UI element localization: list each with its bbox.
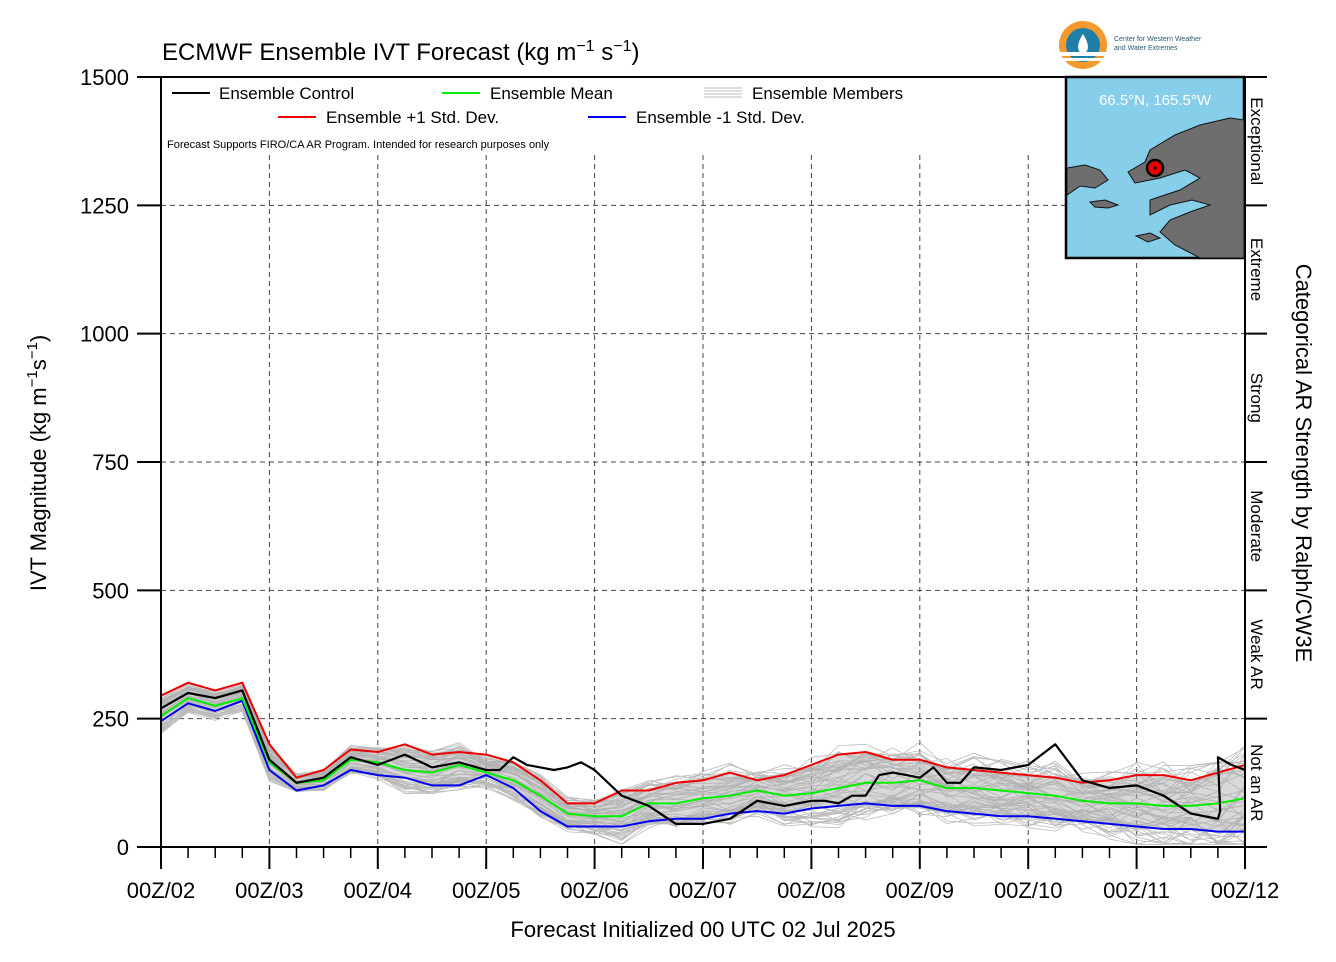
legend-plus-std-label: Ensemble +1 Std. Dev. [326,108,499,127]
series-lines [160,681,1246,833]
y-tick-label: 1000 [80,322,129,347]
x-tick-label: 00Z/09 [886,878,955,903]
map-island-1 [1088,199,1120,209]
x-tick-label: 00Z/12 [1211,878,1280,903]
ensemble-spread [161,682,1245,832]
y-tick-label: 1250 [80,193,129,218]
x-tick-label: 00Z/04 [344,878,413,903]
logo-text-line1: Center for Western Weather [1114,36,1202,43]
chart-title: ECMWF Ensemble IVT Forecast (kg m−1 s−1) [162,38,639,66]
minus-std-line [160,699,1245,833]
category-label: Weak AR [1247,619,1266,690]
inset-map-coordinates: 66.5°N, 165.5°W [1099,92,1212,109]
ensemble-member-line [160,687,1246,811]
map-island-2 [1134,232,1162,243]
grid-lines [161,155,1245,847]
water-drop-icon [1078,34,1088,54]
legend-members-swatch [704,87,742,98]
category-label: Exceptional [1247,97,1266,185]
y-tick-label: 0 [117,835,129,860]
std-dev-spread-area [161,682,1245,832]
map-land-west [1066,164,1109,196]
ensemble-mean-line [160,697,1246,818]
legend-minus-std-label: Ensemble -1 Std. Dev. [636,108,805,127]
ensemble-member-line [160,692,1246,808]
x-axis-ticks: 00Z/02 00Z/03 00Z/04 00Z/05 00Z/06 00Z/07 00Z/… [127,847,1280,903]
logo-text-line2: and Water Extremes [1114,45,1178,52]
ensemble-control-line [160,689,1246,826]
ensemble-member-line [160,701,1246,833]
x-axis-label: Forecast Initialized 00 UTC 02 Jul 2025 [510,917,895,942]
y-axis-label: IVT Magnitude (kg m−1s−1) [24,335,51,591]
ensemble-member-line [160,684,1246,806]
category-label: Not an AR [1247,744,1266,822]
y-tick-label: 750 [92,450,129,475]
x-tick-label: 00Z/03 [235,878,304,903]
ensemble-member-line [160,710,1246,845]
cw3e-logo: Center for Western Weather and Water Ext… [1058,21,1202,69]
x-tick-label: 00Z/02 [127,878,196,903]
legend: Ensemble Control Ensemble Mean Ensemble … [167,84,903,151]
category-label: Extreme [1247,238,1266,301]
location-inset-map: 66.5°N, 165.5°W [1064,75,1246,260]
location-marker-center [1153,166,1157,170]
research-note: Forecast Supports FIRO/CA AR Program. In… [167,139,550,151]
x-tick-label: 00Z/07 [669,878,738,903]
right-axis-label: Categorical AR Strength by Ralph/CW3E [1291,264,1316,663]
category-label: Strong [1247,373,1266,423]
x-tick-label: 00Z/08 [777,878,846,903]
x-tick-label: 00Z/05 [452,878,521,903]
legend-control-label: Ensemble Control [219,84,354,103]
legend-mean-label: Ensemble Mean [490,84,613,103]
y-axis-ticks: 0 250 500 750 1000 1250 1500 [80,65,161,860]
category-label: Moderate [1247,490,1266,562]
x-tick-label: 00Z/06 [560,878,629,903]
ensemble-member-line [160,688,1246,806]
legend-members-label: Ensemble Members [752,84,903,103]
y-tick-label: 1500 [80,65,129,90]
y-tick-label: 500 [92,578,129,603]
x-tick-label: 00Z/11 [1103,878,1170,903]
plus-std-line [160,681,1246,805]
map-land-east [1127,117,1245,259]
category-axis: Not an AR Weak AR Moderate Strong Extreme Exc… [1245,76,1267,848]
x-tick-label: 00Z/10 [994,878,1063,903]
y-tick-label: 250 [92,707,129,732]
